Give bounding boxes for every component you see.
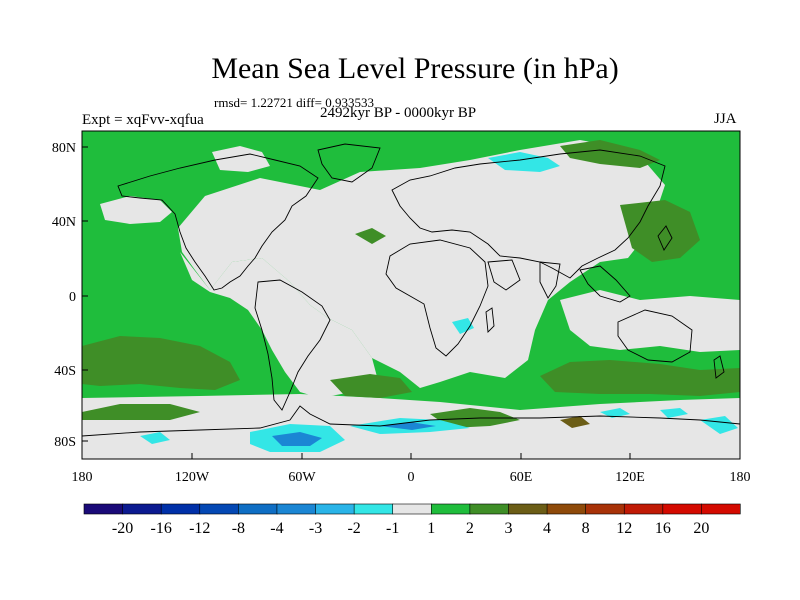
x-tick-label: 0 — [408, 470, 415, 485]
coast-greenland — [317, 143, 381, 183]
anomaly-antarctic-cyan-small-3 — [660, 408, 688, 418]
colorbar-swatch — [701, 503, 741, 515]
colorbar-label: -3 — [309, 520, 322, 537]
colorbar-swatch — [276, 503, 317, 515]
colorbar-label: -16 — [151, 520, 172, 537]
map-title: Mean Sea Level Pressure (in hPa) — [211, 52, 619, 85]
period-label: 2492kyr BP - 0000kyr BP — [320, 105, 477, 121]
colorbar-swatch — [122, 503, 162, 515]
coast-north-america — [117, 153, 319, 291]
colorbar-swatch — [508, 503, 548, 515]
colorbar-label: -8 — [232, 520, 245, 537]
colorbar-swatch — [199, 503, 239, 515]
anomaly-west-pacific — [620, 200, 700, 262]
colorbar-label: 12 — [616, 520, 632, 537]
anomaly-south-pacific-band — [82, 404, 200, 420]
colorbar-swatch — [662, 503, 703, 515]
anomaly-africa-cyan — [452, 318, 474, 334]
coast-antarctica — [82, 405, 740, 437]
anomaly-antarctic-blue-west — [272, 432, 322, 446]
colorbar-label: -2 — [347, 520, 360, 537]
colorbar-label: -20 — [112, 520, 133, 537]
x-tick-label: 180 — [730, 470, 751, 485]
x-tick-label: 60W — [288, 470, 316, 485]
coast-south-america — [254, 279, 331, 411]
coast-madagascar — [485, 307, 495, 333]
anomaly-arctic — [560, 140, 660, 168]
colorbar-label: -4 — [270, 520, 283, 537]
colorbar-label: 2 — [466, 520, 474, 537]
region-atlantic-eurasia — [178, 140, 665, 388]
coastlines — [82, 143, 740, 437]
coast-new-zealand — [713, 355, 725, 379]
colorbar: -20 -16 -12 -8 -4 -3 -2 -1 1 2 3 4 8 12 16 20 — [83, 503, 741, 537]
colorbar-swatch — [623, 503, 664, 515]
x-tick-label: 60E — [510, 470, 533, 485]
anomaly-south-atlantic — [330, 374, 412, 398]
colorbar-swatch — [315, 503, 355, 515]
x-tick-label: 120E — [615, 470, 645, 485]
y-tick-label: 40N — [52, 215, 76, 230]
region-arctic-patch — [212, 146, 270, 172]
coast-japan — [657, 225, 673, 251]
colorbar-label: 3 — [504, 520, 512, 537]
colorbar-swatch — [430, 503, 471, 515]
colorbar-label: -12 — [189, 520, 210, 537]
colorbar-swatch — [585, 503, 625, 515]
region-north-pacific — [100, 196, 172, 224]
anomaly-antarctic-cyan-small-2 — [600, 408, 630, 418]
experiment-label: Expt = xqFvv-xqfua — [82, 112, 204, 128]
anomaly-antarctic-cyan-small-1 — [140, 432, 170, 444]
region-east-pacific — [180, 252, 380, 398]
colorbar-swatch — [83, 503, 124, 515]
rmsd-diff-stats: rmsd= 1.22721 diff= 0.933533 — [214, 95, 374, 110]
colorbar-label: 16 — [655, 520, 671, 537]
colorbar-swatch — [546, 503, 587, 515]
y-tick-label: 80S — [54, 435, 76, 450]
coast-india — [539, 261, 561, 299]
coast-southeast-asia — [579, 265, 631, 303]
colorbar-swatch — [353, 503, 394, 515]
colorbar-swatch — [160, 503, 201, 515]
x-tick-label: 180 — [72, 470, 93, 485]
x-axis: 180 120W 60W 0 60E 120E 180 — [72, 453, 751, 485]
colorbar-swatch — [469, 503, 510, 515]
colorbar-label: 4 — [543, 520, 551, 537]
anomaly-antarctic-blue-east — [380, 422, 436, 430]
x-tick-label: 120W — [175, 470, 210, 485]
colorbar-label: 1 — [427, 520, 435, 537]
coast-australia — [617, 309, 693, 363]
anomaly-north-atlantic — [355, 228, 386, 244]
map-field — [82, 131, 740, 459]
season-label: JJA — [714, 111, 737, 127]
coast-africa — [385, 239, 489, 357]
anomaly-south-pacific — [82, 336, 240, 390]
region-indian-pacific — [560, 290, 740, 352]
colorbar-label: 8 — [582, 520, 590, 537]
y-axis: 80N 40N 0 40S 80S — [52, 141, 88, 450]
coast-eurasia — [391, 149, 666, 279]
anomaly-antarctic-brown — [560, 416, 590, 428]
y-tick-label: 40S — [54, 364, 76, 379]
colorbar-label: -1 — [386, 520, 399, 537]
y-tick-label: 0 — [69, 290, 76, 305]
colorbar-swatch — [238, 503, 278, 515]
anomaly-indian-ocean — [540, 360, 740, 396]
y-tick-label: 80N — [52, 141, 76, 156]
coast-arabia — [487, 259, 521, 291]
colorbar-swatch — [392, 503, 432, 515]
colorbar-label: 20 — [693, 520, 709, 537]
